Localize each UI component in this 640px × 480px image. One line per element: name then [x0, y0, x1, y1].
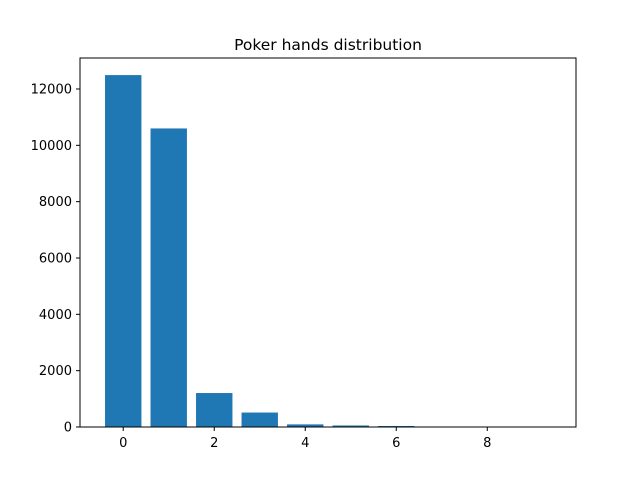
- bar-6: [378, 425, 415, 427]
- y-tick-label-8000: 8000: [39, 195, 72, 210]
- bar-0: [105, 75, 142, 427]
- bar-3: [241, 412, 278, 427]
- bars-group: [105, 75, 551, 427]
- bar-5: [332, 425, 369, 427]
- y-tick-label-12000: 12000: [31, 82, 72, 97]
- chart-title: Poker hands distribution: [234, 36, 422, 54]
- y-tick-label-2000: 2000: [39, 364, 72, 379]
- bar-1: [150, 128, 187, 427]
- bar-2: [196, 393, 233, 427]
- y-tick-label-4000: 4000: [39, 308, 72, 323]
- plot-frame: [79, 57, 577, 428]
- y-tick-label-6000: 6000: [39, 251, 72, 266]
- y-tick-label-0: 0: [64, 421, 72, 436]
- x-tick-label-4: 4: [301, 436, 309, 451]
- y-axis: 0 2000 4000 6000 8000 10000 12000: [31, 82, 80, 436]
- x-tick-label-8: 8: [483, 436, 491, 451]
- y-tick-label-10000: 10000: [31, 139, 72, 154]
- x-tick-label-2: 2: [210, 436, 218, 451]
- bar-4: [287, 424, 324, 427]
- x-axis: 0 2 4 6 8: [119, 427, 491, 451]
- x-tick-label-0: 0: [119, 436, 127, 451]
- x-tick-label-6: 6: [392, 436, 400, 451]
